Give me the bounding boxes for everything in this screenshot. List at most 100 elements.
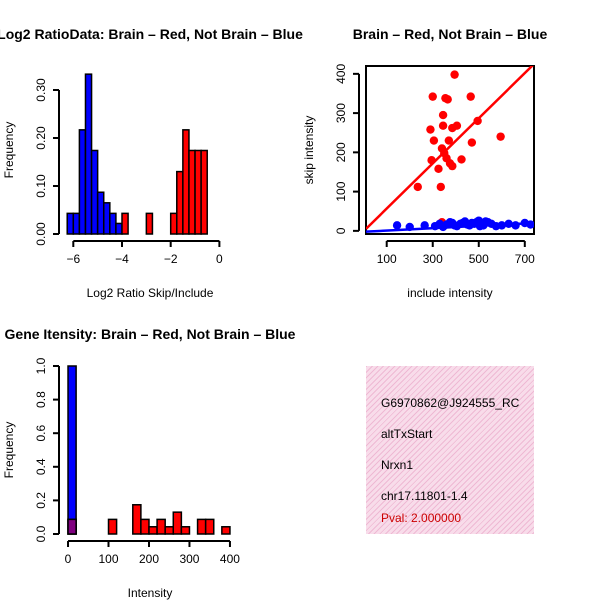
intensity-histogram-x-tick-label: 300 <box>179 552 199 566</box>
scatter-point-red <box>438 110 448 120</box>
scatter-point-red <box>466 92 475 101</box>
ratio-histogram-bar-blue <box>66 212 75 235</box>
intensity-histogram-bar-red <box>221 526 231 535</box>
scatter-point-red <box>436 182 445 192</box>
scatter-point-red <box>450 70 459 79</box>
ratio-histogram-bar-red <box>145 212 154 235</box>
intensity-histogram-y-tick-label: 0.2 <box>34 492 48 509</box>
ratio-histogram-bar-blue <box>102 202 111 235</box>
ratio-histogram-bar-blue <box>109 212 117 235</box>
scatter-x-tick-label: 500 <box>469 252 489 266</box>
intensity-histogram-y-tick-label: 0.0 <box>34 525 48 542</box>
scatter-point-red <box>434 164 443 174</box>
scatter-point-red <box>467 138 477 147</box>
ratio-histogram-bar-red <box>169 212 178 235</box>
scatter-fit-lines <box>366 66 534 233</box>
ratio-histogram-bar-red <box>182 129 190 235</box>
scatter-point-red <box>427 156 436 165</box>
scatter-fit-line-red <box>366 66 534 230</box>
ratio-histogram-x-tick-label: −6 <box>66 252 80 266</box>
scatter-ylabel: skip intensity <box>302 116 316 185</box>
scatter-x-tick-label: 700 <box>515 252 535 266</box>
ratio-histogram-y-tick-label: 0.10 <box>34 174 48 198</box>
scatter-point-blue <box>392 221 402 230</box>
ratio-histogram-ylabel: Frequency <box>2 122 16 179</box>
ratio-histogram-bar-blue <box>96 191 105 235</box>
intensity-scatter-panel: Brain – Red, Not Brain – Blue include in… <box>302 26 547 300</box>
intensity-histogram-bar-red <box>204 518 215 535</box>
ratio-histogram-bar-red <box>121 212 129 235</box>
intensity-histogram-bar-red <box>132 504 142 535</box>
scatter-point-red <box>438 121 448 130</box>
ratio-histogram-bar-blue <box>78 129 87 235</box>
scatter-y-tick-label: 300 <box>334 103 348 123</box>
intensity-histogram-x-tick-label: 200 <box>139 552 159 566</box>
ratio-histogram-bar-red <box>194 149 202 235</box>
intensity-histogram-x-tick-label: 100 <box>98 552 118 566</box>
scatter-point-blue <box>420 221 429 230</box>
intensity-histogram-x-tick-label: 0 <box>65 552 72 566</box>
intensity-histogram-bar-red <box>156 518 166 535</box>
intensity-histogram-bar-red <box>196 518 207 535</box>
scatter-point-red <box>496 132 505 141</box>
ratio-histogram-y-tick-label: 0.20 <box>34 126 48 150</box>
ratio-histogram-bar-red <box>188 149 196 235</box>
scatter-point-red <box>457 155 466 164</box>
ratio-histogram-title: Log2 RatioData: Brain – Red, Not Brain –… <box>0 26 303 42</box>
ratio-histogram-x-tick-label: 0 <box>216 252 223 266</box>
ratio-histogram-x-tick-label: −4 <box>115 252 129 266</box>
intensity-histogram-y-tick-label: 0.4 <box>34 458 48 475</box>
intensity-histogram-ylabel: Frequency <box>2 422 16 479</box>
intensity-histogram-bar-red <box>164 526 175 535</box>
scatter-y-tick-label: 0 <box>334 227 348 234</box>
probe-id-text: G6970862@J924555_RC <box>381 396 520 410</box>
scatter-point-red <box>448 161 457 171</box>
ratio-histogram-x-tick-label: −2 <box>164 252 178 266</box>
intensity-histogram-bar-red <box>148 526 158 535</box>
ratio-histogram-bar-blue <box>72 212 81 235</box>
ratio-histogram-y-tick-label: 0.00 <box>34 222 48 246</box>
intensity-histogram-xlabel: Intensity <box>128 586 173 600</box>
intensity-histogram-y-tick-label: 1.0 <box>34 357 48 374</box>
intensity-histogram-bar-red <box>172 511 183 535</box>
event-type-text: altTxStart <box>381 427 433 441</box>
scatter-point-blue <box>526 220 534 229</box>
scatter-point-red <box>429 136 439 145</box>
pval-text: Pval: 2.000000 <box>381 511 462 525</box>
intensity-histogram-bar-red <box>107 518 118 535</box>
gene-info-box: G6970862@J924555_RC altTxStart Nrxn1 chr… <box>366 366 534 534</box>
intensity-histogram-y-tick-label: 0.8 <box>34 391 48 408</box>
intensity-histogram-axes: 0 100 200 300 400 0.0 0.2 0.4 0.6 0.8 1.0 <box>34 357 240 566</box>
scatter-point-blue <box>405 222 414 232</box>
ratio-histogram-bar-blue <box>90 149 99 235</box>
location-text: chr17.11801-1.4 <box>381 489 468 503</box>
scatter-point-red <box>473 116 482 126</box>
ratio-histogram-bar-red <box>200 149 208 235</box>
ratio-histogram-bar-blue <box>84 73 93 235</box>
scatter-point-blue <box>511 221 520 230</box>
ratio-histogram-panel: Log2 RatioData: Brain – Red, Not Brain –… <box>0 26 303 300</box>
scatter-point-red <box>443 95 452 104</box>
scatter-points <box>392 70 534 232</box>
intensity-histogram-bars <box>67 365 231 535</box>
intensity-histogram-bar-overlap <box>67 518 77 535</box>
ratio-histogram-bar-blue <box>115 222 123 235</box>
scatter-title: Brain – Red, Not Brain – Blue <box>353 26 548 42</box>
gene-name-text: Nrxn1 <box>381 458 414 472</box>
scatter-point-red <box>444 136 454 145</box>
scatter-point-red <box>413 182 422 192</box>
ratio-histogram-axes: −6 −4 −2 0 0.00 0.10 0.20 0.30 <box>34 78 223 266</box>
scatter-x-tick-label: 300 <box>423 252 443 266</box>
scatter-point-red <box>448 123 457 133</box>
scatter-y-tick-label: 400 <box>334 64 348 84</box>
intensity-histogram-bar-red <box>180 526 191 535</box>
ratio-histogram-y-tick-label: 0.30 <box>34 78 48 102</box>
ratio-histogram-bar-red <box>176 170 184 235</box>
scatter-x-tick-label: 100 <box>377 252 397 266</box>
scatter-y-tick-label: 200 <box>334 142 348 162</box>
scatter-point-red <box>428 92 437 101</box>
intensity-histogram-panel: Gene Itensity: Brain – Red, Not Brain – … <box>2 326 296 600</box>
scatter-point-blue <box>497 221 506 230</box>
scatter-point-red <box>426 125 435 134</box>
